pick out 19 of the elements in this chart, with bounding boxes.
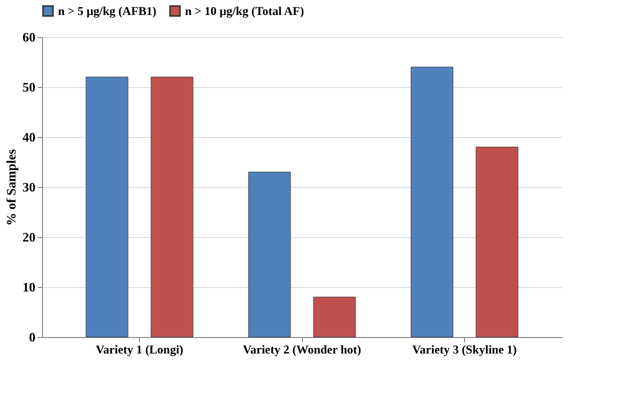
bar [313, 296, 356, 338]
y-tick-label: 10 [22, 280, 36, 294]
bar [86, 76, 128, 338]
bar [410, 66, 454, 338]
y-tick-label: 20 [22, 230, 36, 244]
x-tick-label: Variety 1 (Longi) [96, 342, 184, 356]
y-axis-title: % of Samples [4, 149, 18, 226]
y-tick-label: 30 [22, 180, 36, 194]
x-tick-label: Variety 3 (Skyline 1) [412, 342, 517, 356]
legend-label: n > 10 µg/kg (Total AF) [185, 4, 304, 18]
bar [150, 76, 194, 338]
legend-label: n > 5 µg/kg (AFB1) [58, 4, 156, 18]
y-tick-label: 40 [22, 130, 36, 144]
y-tick-label: 0 [29, 330, 36, 344]
y-tick-label: 50 [22, 80, 36, 94]
x-tick-label: Variety 2 (Wonder hot) [242, 342, 362, 356]
bar [248, 172, 291, 338]
y-tick-label: 60 [22, 30, 36, 44]
bar [476, 146, 518, 338]
